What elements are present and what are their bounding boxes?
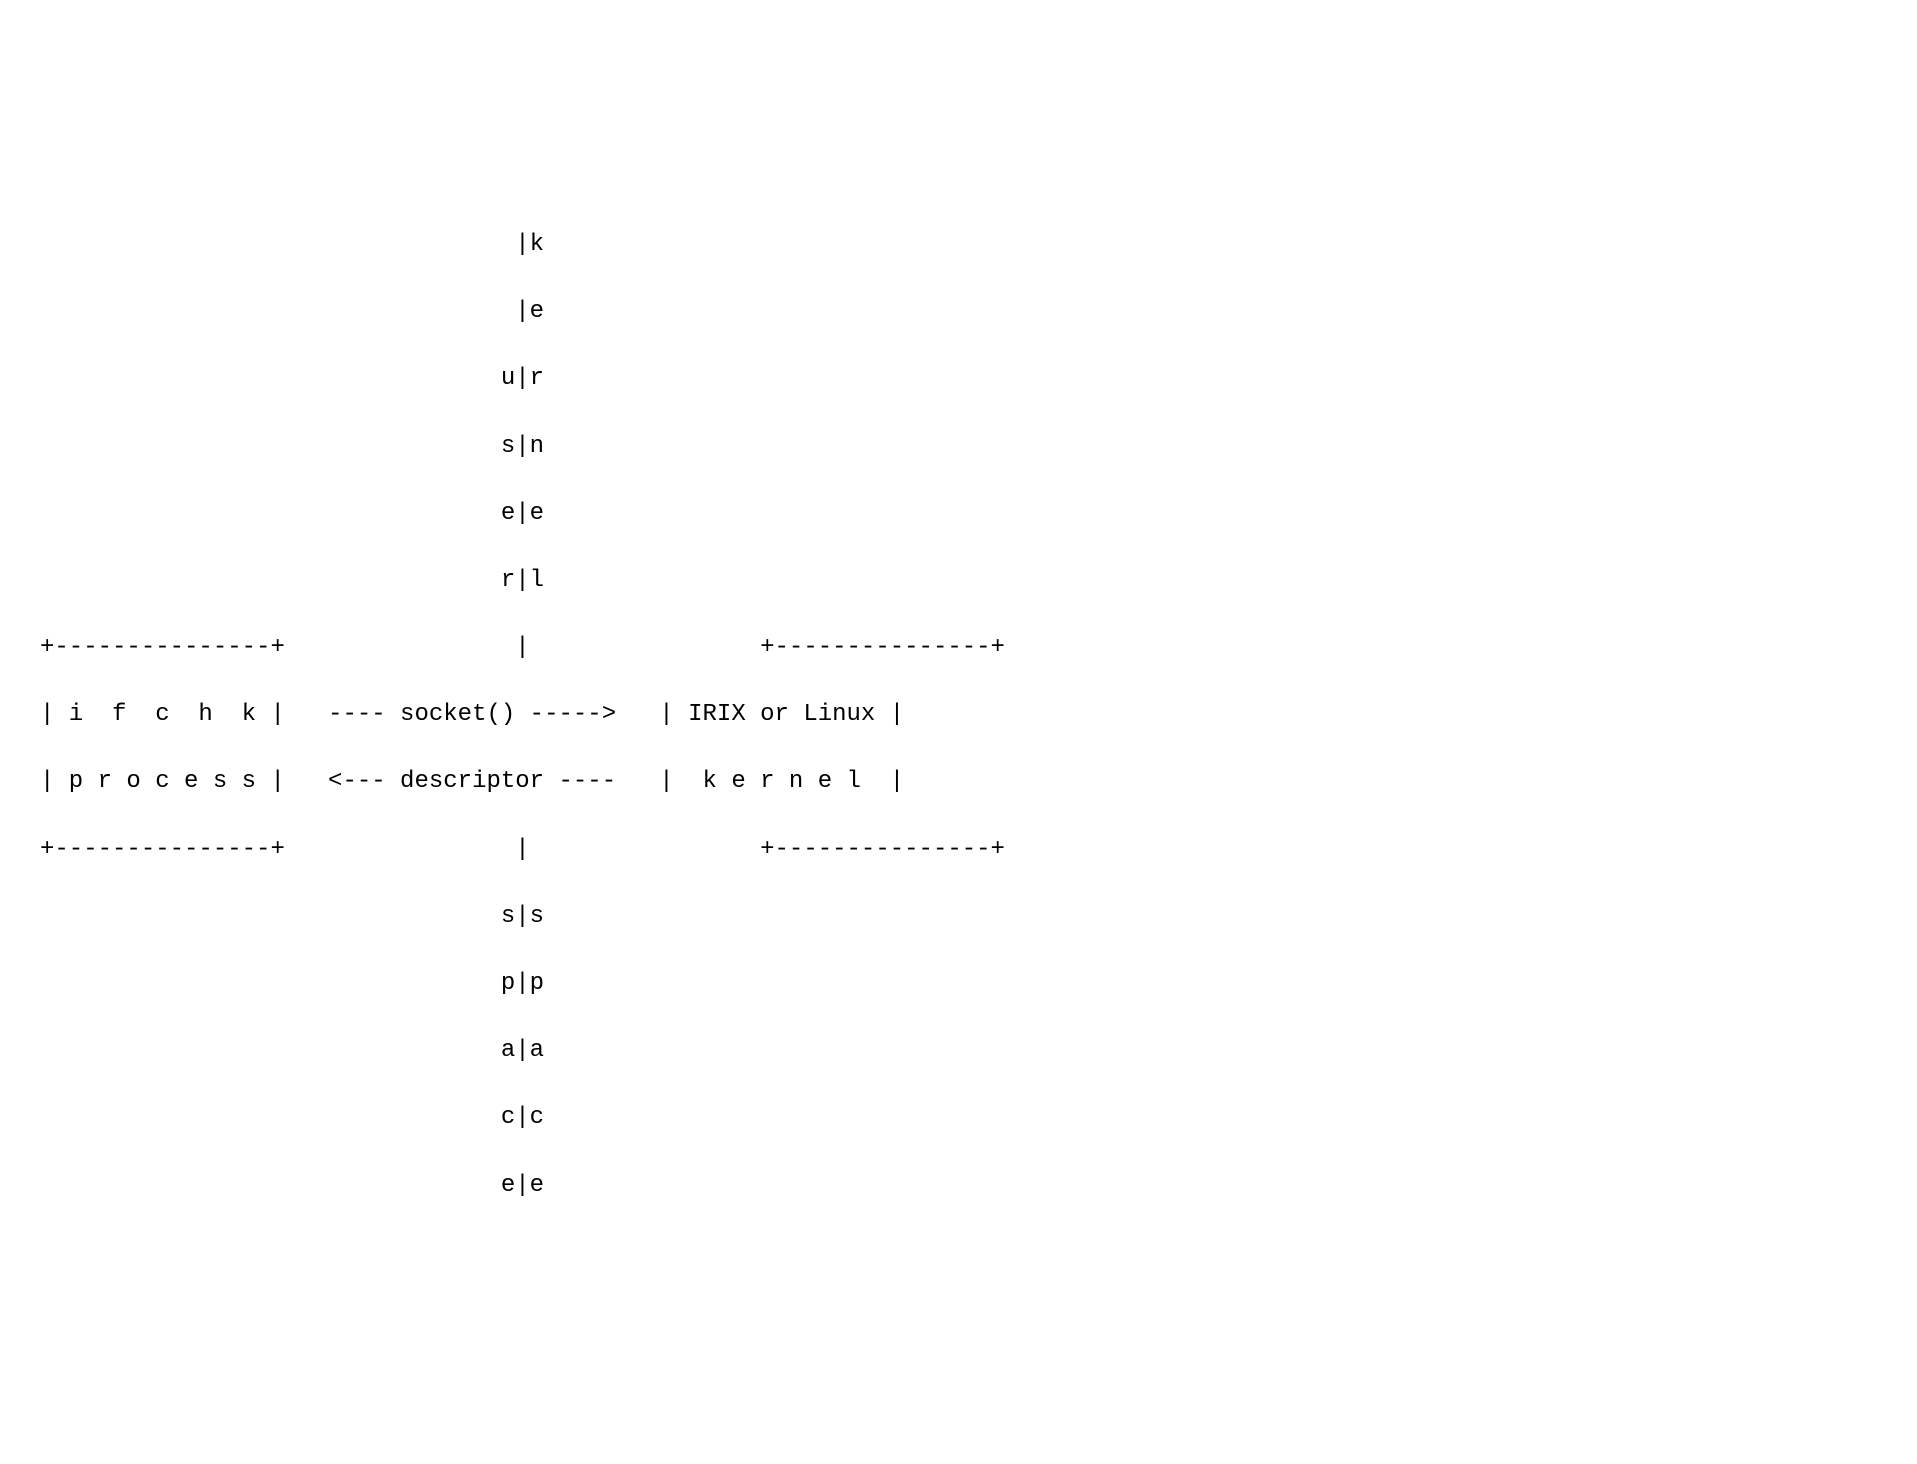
diagram-line-2: u|r <box>40 362 1877 396</box>
diagram-line-4: e|e <box>40 497 1877 531</box>
ascii-diagram: |k |e u|r s|n e|e r|l +---------------+ <box>40 194 1877 1235</box>
diagram-line-5: r|l <box>40 564 1877 598</box>
diagram-line-12: a|a <box>40 1034 1877 1068</box>
diagram-line-1: |e <box>40 295 1877 329</box>
diagram-line-13: c|c <box>40 1101 1877 1135</box>
diagram-line-10: s|s <box>40 900 1877 934</box>
diagram-line-9: +---------------+ | +---------------+ <box>40 833 1877 867</box>
diagram-line-11: p|p <box>40 967 1877 1001</box>
diagram-line-0: |k <box>40 228 1877 262</box>
diagram-line-8: | p r o c e s s | <--- descriptor ---- |… <box>40 765 1877 799</box>
diagram-line-7: | i f c h k | ---- socket() -----> | IRI… <box>40 698 1877 732</box>
diagram-line-3: s|n <box>40 430 1877 464</box>
diagram-line-14: e|e <box>40 1169 1877 1203</box>
diagram-line-6: +---------------+ | +---------------+ <box>40 631 1877 665</box>
